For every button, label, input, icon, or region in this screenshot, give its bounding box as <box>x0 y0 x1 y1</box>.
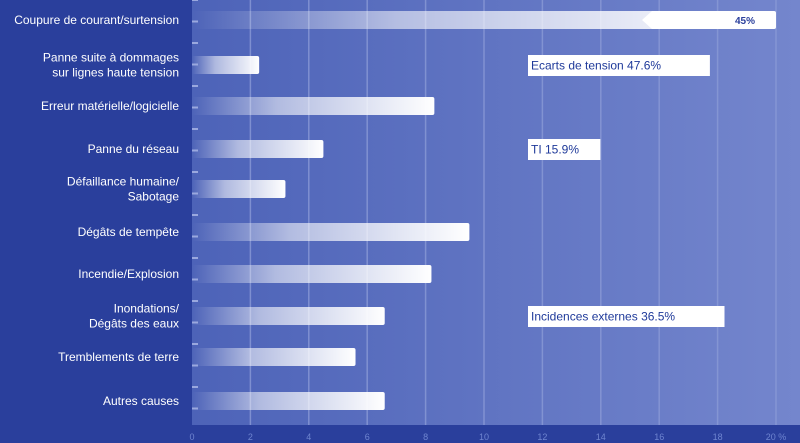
category-label: Tremblements de terre <box>58 350 179 364</box>
bar <box>192 180 286 198</box>
bar <box>192 265 432 283</box>
annotations: Ecarts de tension 47.6% TI 15.9% Incidence… <box>528 55 725 327</box>
annotation-label: Ecarts de tension 47.6% <box>531 59 661 73</box>
annotation-label: TI 15.9% <box>531 143 579 157</box>
x-tick-label: 16 <box>654 432 664 442</box>
category-label: Défaillance humaine/ <box>67 175 180 189</box>
value-box <box>652 11 772 29</box>
category-label: Incendie/Explosion <box>78 267 179 281</box>
x-tick-label: 20 % <box>766 432 787 442</box>
category-label: Autres causes <box>103 394 179 408</box>
x-tick-label: 2 <box>248 432 253 442</box>
bar <box>192 392 385 410</box>
bar <box>192 307 385 325</box>
category-label: Sabotage <box>128 190 180 204</box>
bar <box>192 223 470 241</box>
bar <box>192 97 435 115</box>
x-tick-label: 0 <box>189 432 194 442</box>
value-label: 45% <box>735 16 755 27</box>
category-label: Dégâts de tempête <box>78 225 180 239</box>
x-tick-label: 8 <box>423 432 428 442</box>
bar <box>192 140 324 158</box>
category-label: Panne du réseau <box>88 142 179 156</box>
x-tick-label: 18 <box>713 432 723 442</box>
x-tick-label: 14 <box>596 432 606 442</box>
x-tick-label: 12 <box>537 432 547 442</box>
bar <box>192 11 776 29</box>
category-label: sur lignes haute tension <box>52 66 179 80</box>
category-label: Inondations/ <box>114 302 180 316</box>
annotation-label: Incidences externes 36.5% <box>531 310 675 324</box>
value-box-arrow <box>642 11 652 29</box>
bar <box>192 348 356 366</box>
annotation-box <box>528 139 601 160</box>
annotation-box <box>528 306 725 327</box>
x-tick-label: 10 <box>479 432 489 442</box>
category-labels: Coupure de courant/surtension Panne suite… <box>14 13 179 408</box>
category-label: Erreur matérielle/logicielle <box>41 99 179 113</box>
x-tick-label: 4 <box>306 432 311 442</box>
category-label: Coupure de courant/surtension <box>14 13 179 27</box>
bar <box>192 56 260 74</box>
category-label: Panne suite à dommages <box>43 51 179 65</box>
category-label: Dégâts des eaux <box>89 317 179 331</box>
bars: 45% <box>192 11 776 410</box>
annotation-box <box>528 55 710 76</box>
x-tick-label: 6 <box>365 432 370 442</box>
x-axis-ticks: 0 2 4 6 8 10 12 14 16 18 20 % <box>189 0 786 442</box>
